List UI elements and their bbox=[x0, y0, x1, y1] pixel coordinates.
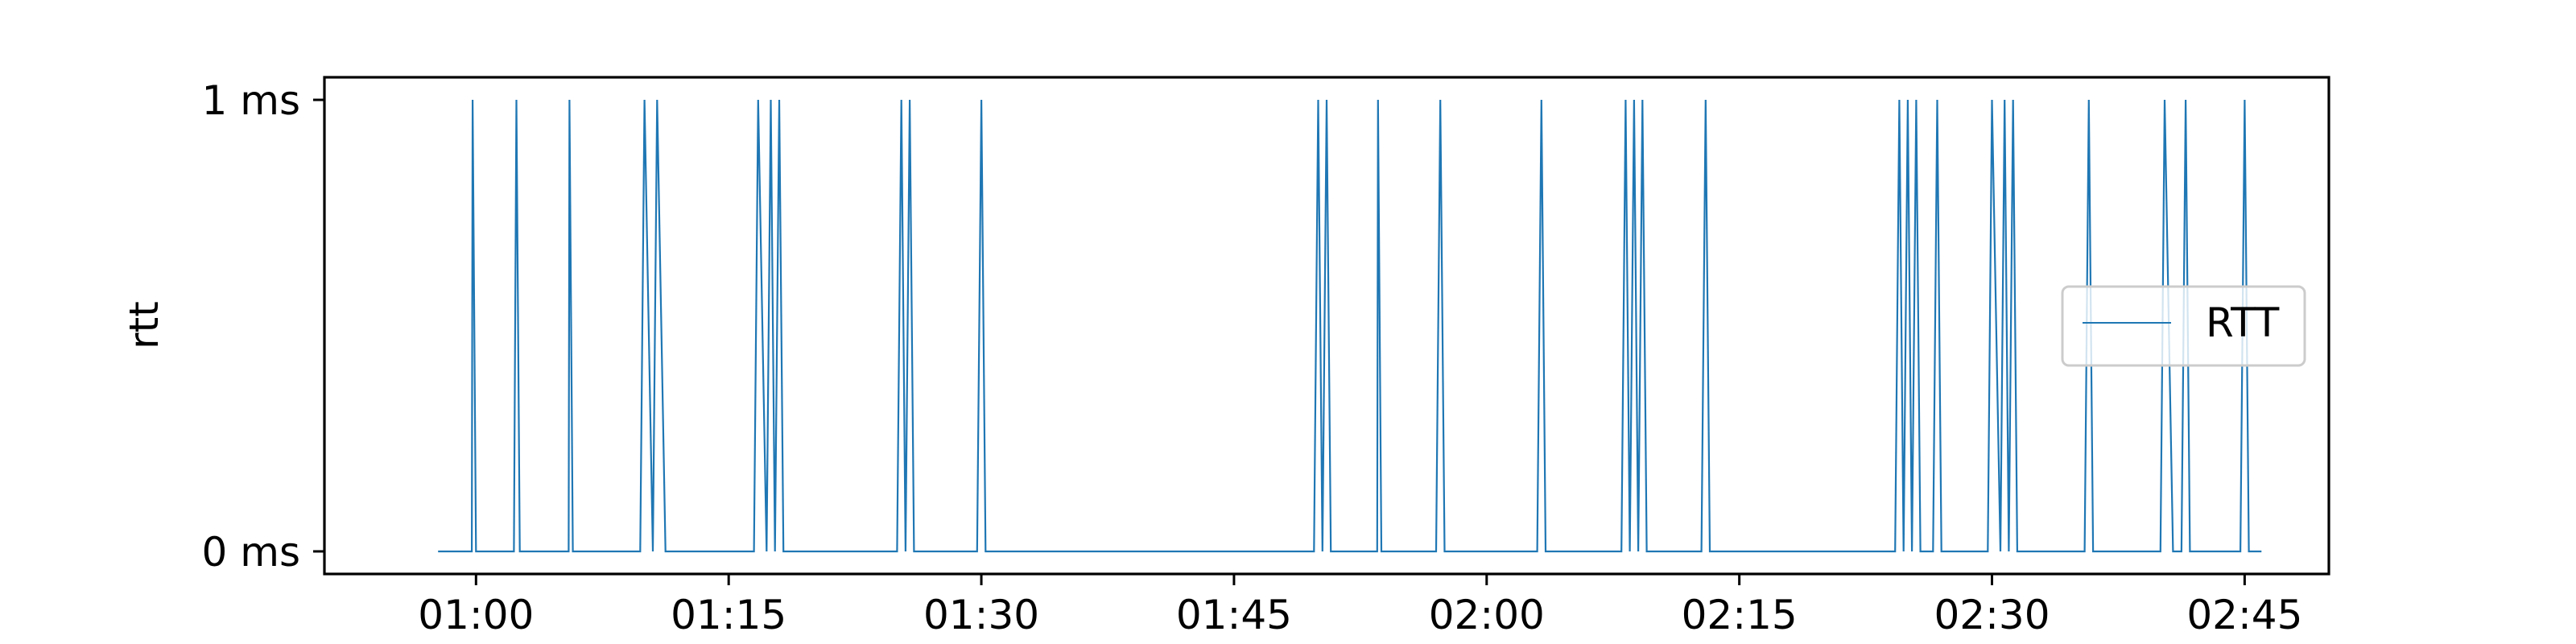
legend-label-rtt: RTT bbox=[2206, 299, 2280, 346]
y-tick-label: 0 ms bbox=[202, 529, 300, 576]
y-axis: 0 ms 1 ms bbox=[202, 77, 324, 576]
y-tick-label: 1 ms bbox=[202, 77, 300, 124]
plot-frame bbox=[323, 76, 2330, 576]
x-tick-label: 02:45 bbox=[2186, 592, 2302, 638]
x-tick-label: 01:00 bbox=[418, 592, 534, 638]
series-line-rtt bbox=[438, 99, 2262, 553]
x-tick-label: 01:45 bbox=[1176, 592, 1292, 638]
series-layer bbox=[438, 99, 2262, 553]
x-tick-label: 01:15 bbox=[671, 592, 786, 638]
legend: RTT bbox=[2061, 285, 2306, 367]
x-axis: 01:00 01:15 01:30 01:45 02:00 02:15 02:30 02:45 bbox=[418, 574, 2302, 638]
legend-frame bbox=[2061, 285, 2306, 367]
x-tick-label: 02:00 bbox=[1429, 592, 1545, 638]
x-tick-label: 02:30 bbox=[1934, 592, 2050, 638]
x-tick-label: 02:15 bbox=[1682, 592, 1798, 638]
y-axis-title: rtt bbox=[121, 301, 167, 349]
x-tick-label: 01:30 bbox=[923, 592, 1039, 638]
